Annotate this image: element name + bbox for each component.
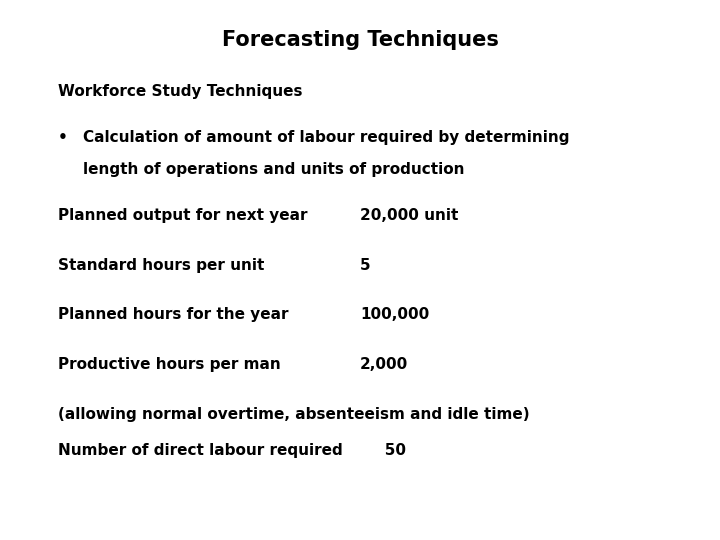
Text: Planned hours for the year: Planned hours for the year (58, 307, 288, 322)
Text: (allowing normal overtime, absenteeism and idle time): (allowing normal overtime, absenteeism a… (58, 407, 529, 422)
Text: length of operations and units of production: length of operations and units of produc… (83, 162, 464, 177)
Text: Planned output for next year: Planned output for next year (58, 208, 307, 223)
Text: 5: 5 (360, 258, 371, 273)
Text: Productive hours per man: Productive hours per man (58, 357, 280, 372)
Text: Forecasting Techniques: Forecasting Techniques (222, 30, 498, 50)
Text: Calculation of amount of labour required by determining: Calculation of amount of labour required… (83, 130, 570, 145)
Text: Number of direct labour required        50: Number of direct labour required 50 (58, 443, 405, 458)
Text: 20,000 unit: 20,000 unit (360, 208, 459, 223)
Text: Standard hours per unit: Standard hours per unit (58, 258, 264, 273)
Text: •: • (58, 130, 68, 145)
Text: 2,000: 2,000 (360, 357, 408, 372)
Text: Workforce Study Techniques: Workforce Study Techniques (58, 84, 302, 99)
Text: 100,000: 100,000 (360, 307, 429, 322)
